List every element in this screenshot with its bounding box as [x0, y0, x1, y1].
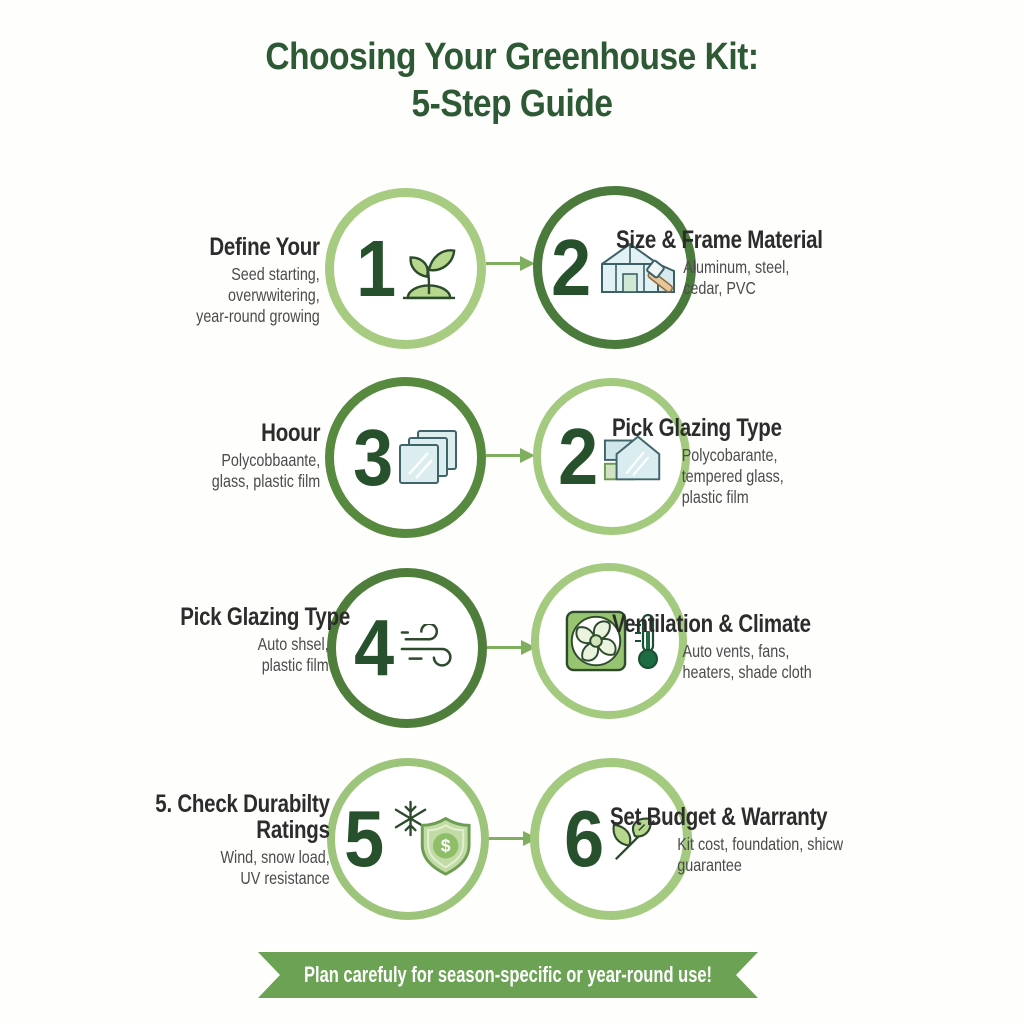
step-subtext: Auto vents, fans, heaters, shade cloth	[682, 641, 812, 682]
right-arrow-icon	[486, 447, 536, 469]
banner-text: Plan carefuly for season-specific or yea…	[303, 962, 713, 987]
step-number: 1	[355, 223, 396, 313]
page-title-line2: 5-Step Guide	[411, 83, 613, 125]
seedling-icon	[403, 248, 456, 299]
step-circle-5: 4	[327, 568, 487, 728]
step-circle-6: 5 $	[327, 758, 489, 920]
step-subtext: Wind, snow load, UV resistance	[220, 847, 330, 888]
step-subtext: Seed starting, overwwitering, year-round…	[196, 264, 320, 326]
thermometer-icon	[635, 613, 658, 669]
step-title: Hoour	[260, 419, 320, 447]
step-text-ventilation: Ventilation & Climate Auto vents, fans, …	[612, 611, 812, 683]
step-title: Define Your	[209, 233, 321, 261]
step-circle-7: 6	[530, 758, 692, 920]
step-title: Pick Glazing Type	[180, 603, 350, 631]
svg-text:$: $	[441, 836, 451, 856]
step-title: 5. Check Durabilty	[155, 790, 331, 818]
step-subtext: Polycobbaante, glass, plastic film	[211, 450, 320, 491]
step-text-hoour: Hoour Polycobbaante, glass, plastic film	[211, 419, 321, 492]
page-title-line1: Choosing Your Greenhouse Kit:	[265, 36, 759, 78]
step-title: Size & Frame Material	[616, 226, 823, 254]
step-text-durability: 5. Check Durabilty Ratings Wind, snow lo…	[155, 790, 331, 889]
step-text-size-frame: Size & Frame Material Aluminum, steel, c…	[616, 227, 823, 299]
step-text-budget: Set Budget & Warranty Kit cost, foundati…	[610, 804, 843, 876]
step-circle-1: 1	[325, 188, 486, 349]
step-title: Ventilation & Climate	[612, 610, 811, 638]
step-circle-3: 3	[325, 377, 486, 538]
step-subtext: Auto shsel, plastic film	[257, 634, 329, 675]
step-number: 2	[557, 411, 598, 501]
step-circle-2: 2	[533, 186, 696, 349]
greenhouse-icon	[601, 242, 676, 293]
step-number: 3	[352, 412, 393, 502]
step-subtext: Polycobarante, tempered glass, plastic f…	[681, 445, 784, 507]
glass-panels-icon	[399, 429, 458, 484]
step-subtext: Aluminum, steel, cedar, PVC	[683, 257, 790, 298]
glazing-sheet-icon	[604, 434, 661, 480]
step-title-line2: Ratings	[256, 816, 331, 844]
leaf-icon	[612, 817, 655, 860]
right-arrow-icon	[487, 639, 537, 661]
step-text-pick-glazing: Pick Glazing Type Polycobarante, tempere…	[612, 415, 784, 508]
right-arrow-icon	[486, 255, 536, 277]
page-title: Choosing Your Greenhouse Kit: 5-Step Gui…	[61, 34, 962, 128]
step-title: Set Budget & Warranty	[610, 803, 828, 831]
step-title: Pick Glazing Type	[612, 414, 782, 442]
snowflake-shield-icon: $	[394, 800, 471, 876]
step-number: 2	[550, 222, 591, 312]
step-subtext: Kit cost, foundation, shicw guarantee	[677, 834, 844, 875]
step-number: 4	[354, 603, 394, 692]
wind-icon	[400, 624, 452, 667]
step-circle-4: 2	[533, 378, 690, 535]
bottom-banner-ribbon: Plan carefuly for season-specific or yea…	[258, 952, 758, 998]
step-number: 6	[564, 794, 604, 883]
step-circle-ventilation	[531, 563, 687, 719]
step-text-define-your: Define Your Seed starting, overwwitering…	[196, 234, 320, 327]
step-number: 5	[344, 794, 384, 883]
step-text-pick-glazing-left: Pick Glazing Type Auto shsel, plastic fi…	[180, 604, 350, 676]
ventilation-fan-icon	[565, 610, 627, 672]
